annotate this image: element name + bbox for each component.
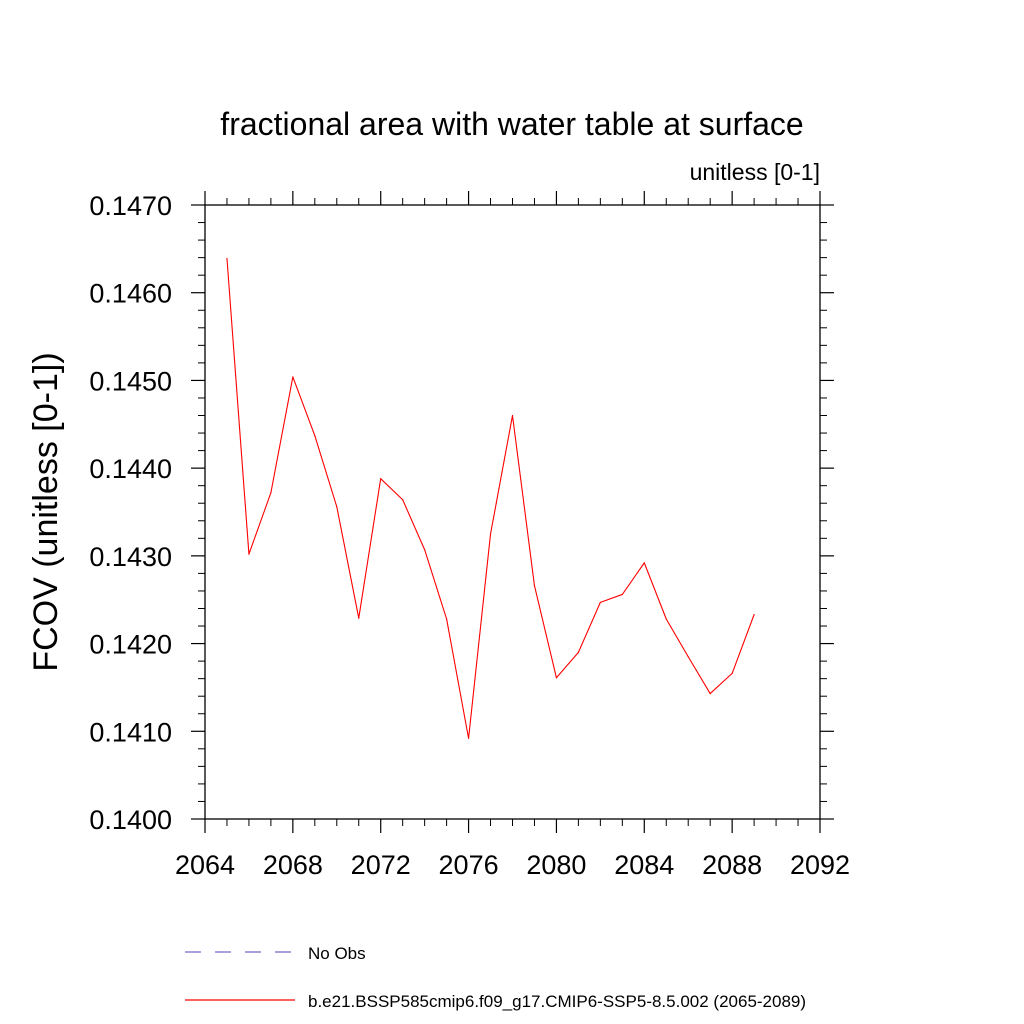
data-point — [577, 651, 579, 653]
y-tick-label: 0.1450 — [89, 366, 172, 396]
data-point — [358, 617, 360, 619]
y-tick-label: 0.1460 — [89, 279, 172, 309]
data-point — [292, 376, 294, 378]
y-axis-label: FCOV (unitless [0-1]) — [27, 352, 65, 671]
plot-frame — [204, 204, 821, 820]
x-tick-label: 2064 — [175, 850, 235, 880]
x-tick-label: 2080 — [526, 850, 586, 880]
legend: No Obs b.e21.BSSP585cmip6.f09_g17.CMIP6-… — [185, 944, 806, 1011]
y-tick-label: 0.1430 — [89, 542, 172, 572]
x-tick-label: 2088 — [702, 850, 762, 880]
data-point — [511, 414, 514, 417]
data-point — [709, 692, 711, 695]
x-tick-label: 2084 — [614, 850, 674, 880]
data-point — [336, 506, 338, 508]
data-point — [489, 533, 492, 535]
x-tick-label: 2072 — [351, 850, 411, 880]
data-point — [599, 601, 601, 603]
data-point — [533, 585, 536, 587]
x-tick-label: 2076 — [439, 850, 499, 880]
data-point — [402, 499, 404, 501]
data-point — [248, 553, 250, 555]
y-tick-labels: 0.1400 0.1410 0.1420 0.1430 0.1440 0.1450 0.14… — [89, 191, 172, 835]
y-tick-label: 0.1440 — [89, 454, 172, 484]
data-point — [753, 614, 755, 616]
series-line — [226, 258, 755, 739]
data-point — [380, 478, 382, 480]
data-point — [731, 672, 733, 674]
data-point — [643, 562, 645, 564]
data-point — [226, 257, 228, 260]
legend-label-model: b.e21.BSSP585cmip6.f09_g17.CMIP6-SSP5-8.… — [308, 992, 806, 1011]
series-group — [226, 257, 755, 739]
data-point — [687, 656, 689, 658]
data-point — [270, 492, 272, 494]
y-tick-label: 0.1400 — [89, 805, 172, 835]
x-tick-labels: 2064 2068 2072 2076 2080 2084 2088 2092 — [175, 850, 850, 880]
y-tick-label: 0.1470 — [89, 191, 172, 221]
x-tick-label: 2068 — [263, 850, 323, 880]
axis-ticks — [191, 191, 834, 833]
data-point — [314, 435, 316, 437]
data-point — [621, 593, 623, 596]
x-tick-label: 2092 — [790, 850, 850, 880]
data-point — [446, 618, 448, 620]
chart-title: fractional area with water table at surf… — [220, 106, 803, 142]
y-tick-label: 0.1420 — [89, 630, 172, 660]
data-point — [467, 737, 470, 739]
data-point — [424, 549, 426, 551]
y-tick-label: 0.1410 — [89, 717, 172, 747]
legend-label-no-obs: No Obs — [308, 944, 366, 963]
chart-subtitle: unitless [0-1] — [690, 159, 820, 185]
data-point — [665, 618, 667, 620]
data-point — [555, 677, 558, 679]
